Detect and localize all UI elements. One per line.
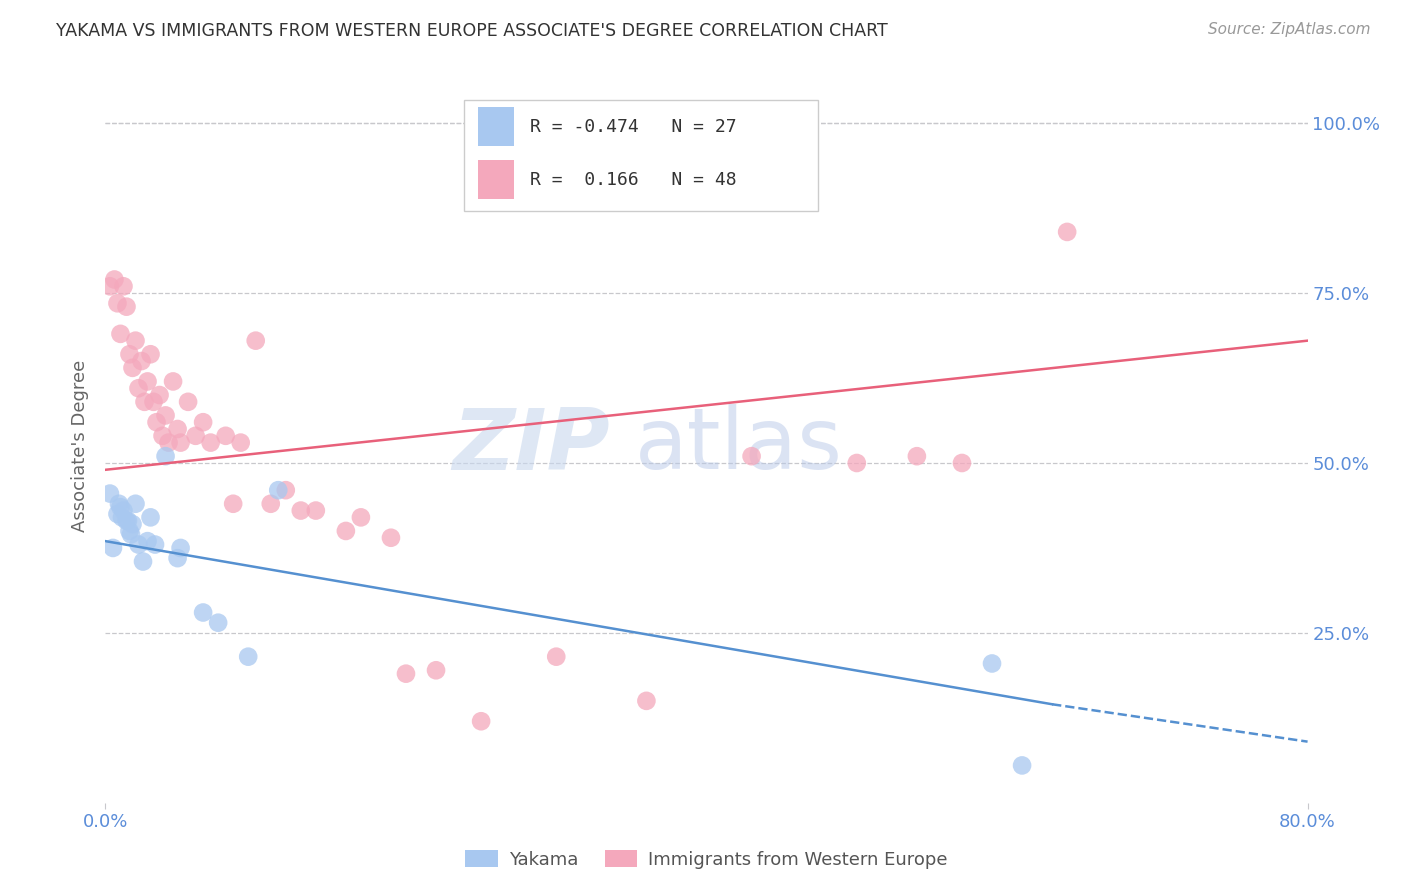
Point bbox=[124, 497, 146, 511]
Point bbox=[110, 500, 132, 515]
Point bbox=[162, 375, 184, 389]
Point bbox=[131, 354, 153, 368]
Text: R =  0.166   N = 48: R = 0.166 N = 48 bbox=[530, 171, 737, 189]
Point bbox=[157, 435, 180, 450]
Point bbox=[139, 510, 162, 524]
Point bbox=[741, 449, 763, 463]
Point bbox=[950, 456, 973, 470]
Text: YAKAMA VS IMMIGRANTS FROM WESTERN EUROPE ASSOCIATE'S DEGREE CORRELATION CHART: YAKAMA VS IMMIGRANTS FROM WESTERN EUROPE… bbox=[56, 22, 889, 40]
Point bbox=[395, 666, 418, 681]
Point bbox=[143, 537, 166, 551]
Point bbox=[350, 510, 373, 524]
Point bbox=[117, 514, 139, 528]
Point bbox=[166, 422, 188, 436]
Point bbox=[905, 449, 928, 463]
Point bbox=[103, 272, 125, 286]
Point bbox=[470, 714, 492, 729]
Point bbox=[207, 615, 229, 630]
Point bbox=[136, 534, 159, 549]
Point bbox=[142, 394, 165, 409]
Point bbox=[112, 503, 135, 517]
Point bbox=[166, 551, 188, 566]
Point bbox=[238, 649, 260, 664]
Point bbox=[121, 517, 143, 532]
FancyBboxPatch shape bbox=[464, 100, 818, 211]
Point bbox=[200, 435, 222, 450]
Point bbox=[1056, 225, 1078, 239]
Point bbox=[136, 375, 159, 389]
Bar bbox=[478, 161, 515, 200]
Point bbox=[118, 524, 141, 538]
Point bbox=[380, 531, 402, 545]
Point bbox=[177, 394, 200, 409]
Point bbox=[115, 300, 138, 314]
Bar bbox=[478, 107, 515, 146]
Point bbox=[115, 514, 138, 528]
Text: ZIP: ZIP bbox=[453, 404, 610, 488]
Point bbox=[335, 524, 357, 538]
Point bbox=[222, 497, 245, 511]
Point bbox=[260, 497, 283, 511]
Y-axis label: Associate's Degree: Associate's Degree bbox=[72, 359, 90, 533]
Point bbox=[120, 527, 142, 541]
Point bbox=[132, 555, 155, 569]
Text: Source: ZipAtlas.com: Source: ZipAtlas.com bbox=[1208, 22, 1371, 37]
Point bbox=[546, 649, 568, 664]
Point bbox=[128, 381, 150, 395]
Point bbox=[229, 435, 252, 450]
Point bbox=[101, 541, 124, 555]
Point bbox=[184, 429, 207, 443]
Point bbox=[148, 388, 170, 402]
Point bbox=[139, 347, 162, 361]
Point bbox=[245, 334, 267, 348]
Point bbox=[305, 503, 328, 517]
Point bbox=[191, 606, 214, 620]
Point bbox=[981, 657, 1004, 671]
Point bbox=[128, 537, 150, 551]
Text: R = -0.474   N = 27: R = -0.474 N = 27 bbox=[530, 118, 737, 136]
Point bbox=[111, 510, 134, 524]
Point bbox=[152, 429, 174, 443]
Point bbox=[636, 694, 658, 708]
Point bbox=[155, 409, 177, 423]
Point bbox=[107, 507, 129, 521]
Point bbox=[214, 429, 236, 443]
Point bbox=[108, 497, 131, 511]
Text: atlas: atlas bbox=[634, 404, 842, 488]
Point bbox=[155, 449, 177, 463]
Point bbox=[169, 541, 191, 555]
Point bbox=[134, 394, 156, 409]
Point bbox=[110, 326, 132, 341]
Point bbox=[274, 483, 297, 498]
Point bbox=[124, 334, 146, 348]
Point bbox=[845, 456, 868, 470]
Point bbox=[191, 415, 214, 429]
Point bbox=[145, 415, 167, 429]
Point bbox=[98, 279, 121, 293]
Point bbox=[107, 296, 129, 310]
Legend: Yakama, Immigrants from Western Europe: Yakama, Immigrants from Western Europe bbox=[458, 843, 955, 876]
Point bbox=[112, 279, 135, 293]
Point bbox=[290, 503, 312, 517]
Point bbox=[1011, 758, 1033, 772]
Point bbox=[121, 360, 143, 375]
Point bbox=[98, 486, 121, 500]
Point bbox=[118, 347, 141, 361]
Point bbox=[425, 663, 447, 677]
Point bbox=[169, 435, 191, 450]
Point bbox=[267, 483, 290, 498]
